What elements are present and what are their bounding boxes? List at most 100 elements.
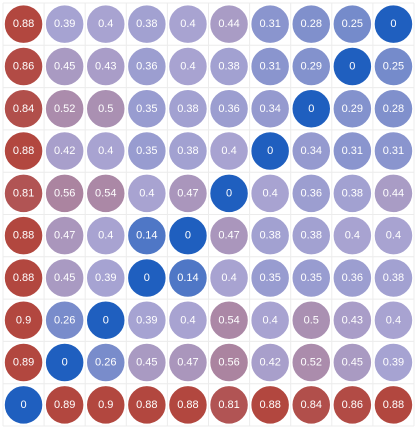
bubble-mark — [3, 215, 44, 256]
bubble-mark — [208, 173, 250, 214]
bubble-cell: 0.52 — [291, 342, 332, 383]
bubble-mark — [373, 3, 414, 45]
bubble-value-label: 0.52 — [54, 103, 75, 115]
bubble-cell: 0.39 — [373, 342, 414, 383]
bubble-mark — [291, 300, 332, 341]
bubble-cell: 0.54 — [85, 173, 126, 214]
bubble-cell: 0.38 — [332, 173, 373, 214]
bubble-value-label: 0.35 — [301, 272, 322, 284]
bubble-cell: 0.54 — [208, 300, 250, 341]
bubble-mark — [332, 300, 373, 341]
bubble-value-label: 0.88 — [13, 18, 34, 30]
bubble-cell: 0 — [85, 300, 126, 341]
bubble-cell: 0.38 — [291, 215, 332, 256]
bubble-value-label: 0.52 — [301, 357, 322, 369]
bubble-cell: 0.88 — [3, 257, 44, 299]
bubble-mark — [373, 342, 414, 383]
bubble-mark — [167, 342, 209, 383]
bubble-value-label: 0.38 — [342, 187, 363, 199]
bubble-value-label: 0 — [308, 103, 314, 115]
bubble-cell: 0.26 — [44, 300, 85, 341]
bubble-mark — [85, 173, 126, 214]
bubble-cell: 0.52 — [44, 88, 85, 129]
bubble-value-label: 0.14 — [136, 230, 157, 242]
bubble-value-label: 0.5 — [98, 103, 113, 115]
bubble-value-label: 0.38 — [177, 145, 198, 157]
bubble-cell: 0.38 — [208, 46, 250, 87]
bubble-mark — [126, 257, 168, 299]
bubble-mark — [291, 342, 332, 383]
bubble-cell: 0.9 — [85, 384, 126, 426]
bubble-cell: 0 — [332, 46, 373, 87]
bubble-mark — [373, 130, 414, 172]
bubble-value-label: 0.88 — [383, 399, 404, 411]
bubble-value-label: 0.84 — [301, 399, 322, 411]
bubble-mark — [249, 3, 291, 45]
bubble-mark — [291, 215, 332, 256]
bubble-cell: 0 — [3, 384, 44, 426]
bubble-value-label: 0.89 — [54, 399, 75, 411]
bubble-cell: 0.4 — [167, 46, 209, 87]
bubble-mark — [126, 300, 168, 341]
bubble-value-label: 0.36 — [301, 187, 322, 199]
bubble-cell: 0.39 — [44, 3, 85, 45]
bubble-value-label: 0.34 — [259, 103, 280, 115]
bubble-value-label: 0.56 — [218, 357, 239, 369]
bubble-value-label: 0.4 — [98, 18, 113, 30]
bubble-cell: 0.39 — [85, 257, 126, 299]
bubble-value-label: 0.39 — [136, 314, 157, 326]
bubble-cell: 0.31 — [373, 130, 414, 172]
bubble-cell: 0.86 — [3, 46, 44, 87]
bubble-mark — [3, 3, 44, 45]
bubble-mark — [44, 130, 85, 172]
bubble-mark — [44, 88, 85, 129]
bubble-mark — [373, 173, 414, 214]
bubble-cell: 0.31 — [332, 130, 373, 172]
bubble-value-label: 0.31 — [259, 18, 280, 30]
bubble-value-label: 0.4 — [221, 145, 236, 157]
bubble-mark — [44, 300, 85, 341]
bubble-value-label: 0.4 — [386, 230, 401, 242]
bubble-value-label: 0.36 — [218, 103, 239, 115]
bubble-mark — [85, 88, 126, 129]
bubble-mark — [3, 384, 44, 426]
bubble-cell: 0.4 — [249, 300, 291, 341]
bubble-value-label: 0.88 — [259, 399, 280, 411]
bubble-cell: 0 — [167, 215, 209, 256]
bubble-mark — [291, 384, 332, 426]
bubble-value-label: 0.29 — [342, 103, 363, 115]
bubble-mark — [208, 342, 250, 383]
bubble-value-label: 0.88 — [136, 399, 157, 411]
bubble-value-label: 0.38 — [259, 230, 280, 242]
bubble-mark — [3, 173, 44, 214]
bubble-mark — [85, 3, 126, 45]
bubble-value-label: 0 — [390, 18, 396, 30]
bubble-value-label: 0.26 — [95, 357, 116, 369]
bubble-value-label: 0.39 — [383, 357, 404, 369]
bubble-cell: 0 — [373, 3, 414, 45]
bubble-mark — [208, 257, 250, 299]
bubble-value-label: 0.38 — [218, 60, 239, 72]
bubble-value-label: 0.86 — [13, 60, 34, 72]
bubble-cell: 0.47 — [208, 215, 250, 256]
bubble-mark — [44, 257, 85, 299]
bubble-cell: 0.4 — [167, 300, 209, 341]
bubble-value-label: 0.38 — [301, 230, 322, 242]
bubble-mark — [167, 130, 209, 172]
bubble-mark — [3, 342, 44, 383]
bubble-cell: 0.4 — [85, 215, 126, 256]
bubble-cell: 0.88 — [3, 130, 44, 172]
bubble-cell: 0 — [249, 130, 291, 172]
bubble-mark — [85, 257, 126, 299]
bubble-cell: 0.36 — [332, 257, 373, 299]
bubble-cell: 0.47 — [167, 173, 209, 214]
bubble-value-label: 0.4 — [98, 145, 113, 157]
bubble-cell: 0.34 — [291, 130, 332, 172]
bubble-value-label: 0.43 — [95, 60, 116, 72]
bubble-cell: 0.5 — [85, 88, 126, 129]
bubble-cell: 0.34 — [249, 88, 291, 129]
bubble-cell: 0.25 — [332, 3, 373, 45]
bubble-cell: 0.88 — [373, 384, 414, 426]
bubble-value-label: 0.26 — [54, 314, 75, 326]
